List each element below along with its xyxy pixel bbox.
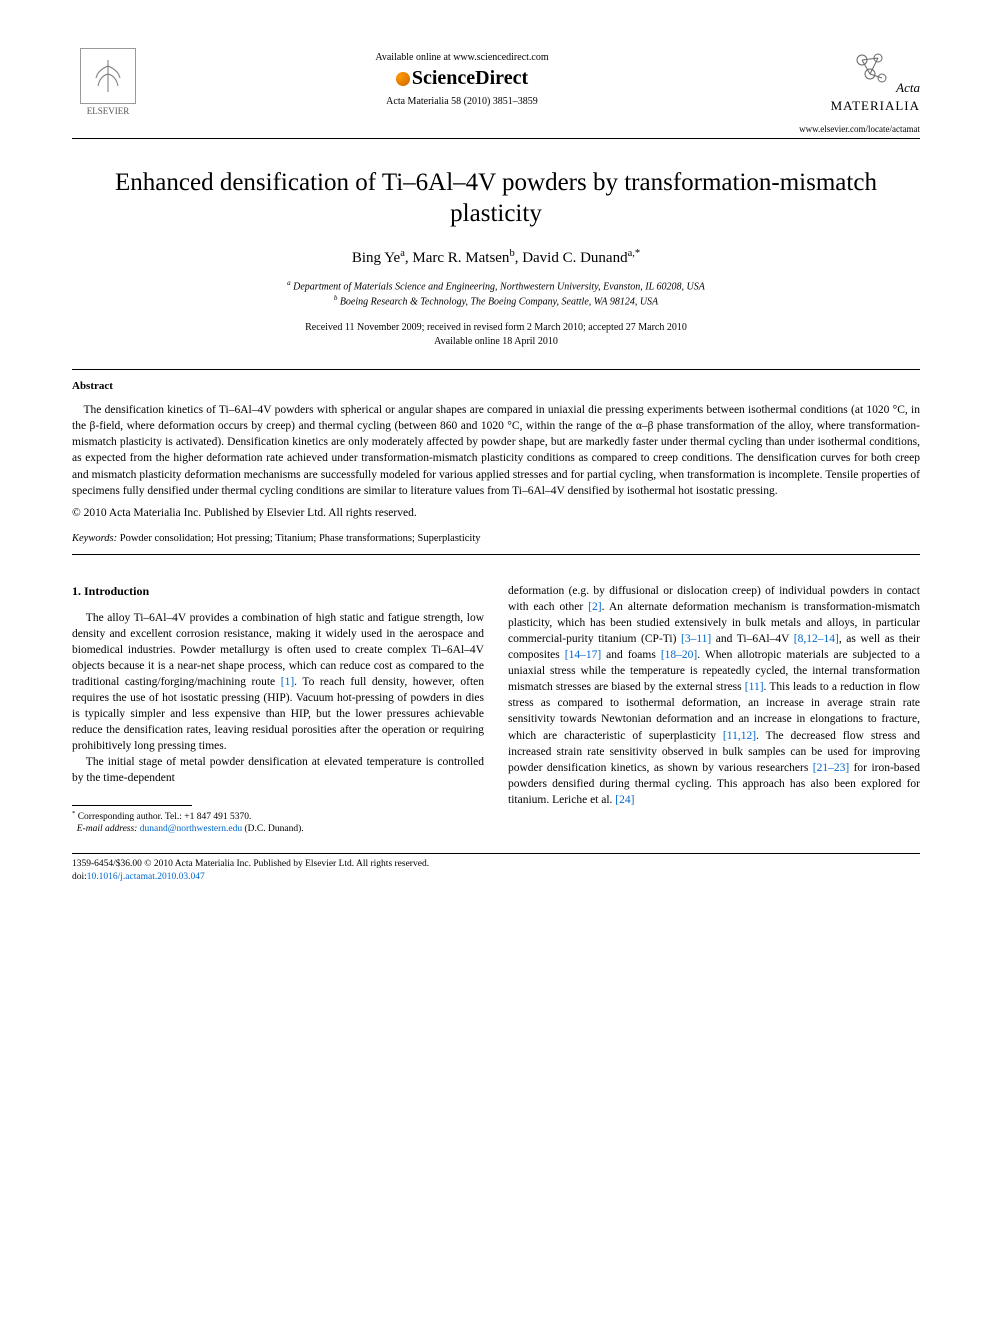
footer: 1359-6454/$36.00 © 2010 Acta Materialia … — [72, 858, 920, 883]
journal-url: www.elsevier.com/locate/actamat — [72, 124, 920, 134]
abstract-heading: Abstract — [72, 380, 920, 392]
ref-link-3[interactable]: [3–11] — [681, 633, 711, 645]
intro-para-2-start: The initial stage of metal powder densif… — [72, 754, 484, 786]
author-2-affil: b — [509, 248, 514, 259]
doi-link[interactable]: 10.1016/j.actamat.2010.03.047 — [87, 872, 205, 882]
ref-link-2[interactable]: [2] — [588, 601, 601, 613]
email-link[interactable]: dunand@northwestern.edu — [140, 824, 242, 834]
acta-prefix: Acta — [896, 80, 920, 95]
sciencedirect-bullet-icon — [396, 72, 410, 86]
affiliation-b: Boeing Research & Technology, The Boeing… — [340, 296, 658, 307]
left-column: 1. Introduction The alloy Ti–6Al–4V prov… — [72, 583, 484, 836]
body-columns: 1. Introduction The alloy Ti–6Al–4V prov… — [72, 583, 920, 836]
intro-para-1: The alloy Ti–6Al–4V provides a combinati… — [72, 610, 484, 755]
author-1-affil: a — [400, 248, 405, 259]
footer-copyright-line: 1359-6454/$36.00 © 2010 Acta Materialia … — [72, 859, 429, 869]
abstract-copyright: © 2010 Acta Materialia Inc. Published by… — [72, 507, 920, 519]
footer-rule — [72, 853, 920, 854]
ref-link-8[interactable]: [11,12] — [723, 730, 756, 742]
author-1: Bing Ye — [352, 250, 400, 266]
available-online-text: Available online at www.sciencedirect.co… — [144, 52, 780, 63]
elsevier-tree-icon — [80, 48, 136, 104]
ref-link-9[interactable]: [21–23] — [813, 762, 849, 774]
corr-author-text: Corresponding author. Tel.: +1 847 491 5… — [78, 812, 252, 822]
intro-para-2-cont: deformation (e.g. by diffusional or disl… — [508, 583, 920, 808]
acta-atoms-icon — [848, 48, 892, 92]
intro-p2-a: The initial stage of metal powder densif… — [72, 756, 484, 784]
sciencedirect-text: ScienceDirect — [412, 67, 528, 89]
center-header: Available online at www.sciencedirect.co… — [144, 48, 780, 107]
keywords-label: Keywords: — [72, 533, 117, 544]
email-suffix: (D.C. Dunand). — [245, 824, 304, 834]
ref-link-10[interactable]: [24] — [615, 794, 634, 806]
authors-line: Bing Yea, Marc R. Matsenb, David C. Duna… — [72, 248, 920, 267]
author-3-affil: a,* — [628, 248, 641, 259]
ref-link-7[interactable]: [11] — [745, 681, 764, 693]
affiliations: a Department of Materials Science and En… — [72, 279, 920, 310]
doi-label: doi: — [72, 872, 87, 882]
received-date: Received 11 November 2009; received in r… — [305, 322, 687, 333]
affiliation-a: Department of Materials Science and Engi… — [293, 281, 705, 292]
header-rule — [72, 138, 920, 139]
article-title: Enhanced densification of Ti–6Al–4V powd… — [72, 167, 920, 230]
intro-heading: 1. Introduction — [72, 583, 484, 600]
elsevier-logo: ELSEVIER — [72, 48, 144, 116]
article-dates: Received 11 November 2009; received in r… — [72, 321, 920, 349]
intro-p2-f: and foams — [601, 649, 661, 661]
acta-suffix: MATERIALIA — [831, 98, 920, 113]
acta-logo: Acta MATERIALIA — [780, 48, 920, 115]
ref-link-4[interactable]: [8,12–14] — [794, 633, 839, 645]
ref-link-5[interactable]: [14–17] — [565, 649, 601, 661]
corresponding-author-footnote: * Corresponding author. Tel.: +1 847 491… — [72, 810, 484, 836]
right-column: deformation (e.g. by diffusional or disl… — [508, 583, 920, 836]
keywords-bottom-rule — [72, 554, 920, 555]
intro-p2-d: and Ti–6Al–4V — [711, 633, 794, 645]
keywords-text: Powder consolidation; Hot pressing; Tita… — [120, 533, 481, 544]
journal-header: ELSEVIER Available online at www.science… — [72, 48, 920, 116]
abstract-top-rule — [72, 369, 920, 370]
ref-link-6[interactable]: [18–20] — [661, 649, 697, 661]
author-3: David C. Dunand — [522, 250, 627, 266]
footnote-separator — [72, 805, 192, 806]
author-2: Marc R. Matsen — [412, 250, 509, 266]
elsevier-label: ELSEVIER — [87, 106, 130, 116]
keywords-line: Keywords: Powder consolidation; Hot pres… — [72, 533, 920, 544]
journal-reference: Acta Materialia 58 (2010) 3851–3859 — [144, 96, 780, 107]
abstract-body: The densification kinetics of Ti–6Al–4V … — [72, 402, 920, 499]
email-label: E-mail address: — [77, 824, 138, 834]
ref-link-1[interactable]: [1] — [281, 676, 294, 688]
available-date: Available online 18 April 2010 — [434, 336, 558, 347]
sciencedirect-logo: ScienceDirect — [144, 67, 780, 90]
